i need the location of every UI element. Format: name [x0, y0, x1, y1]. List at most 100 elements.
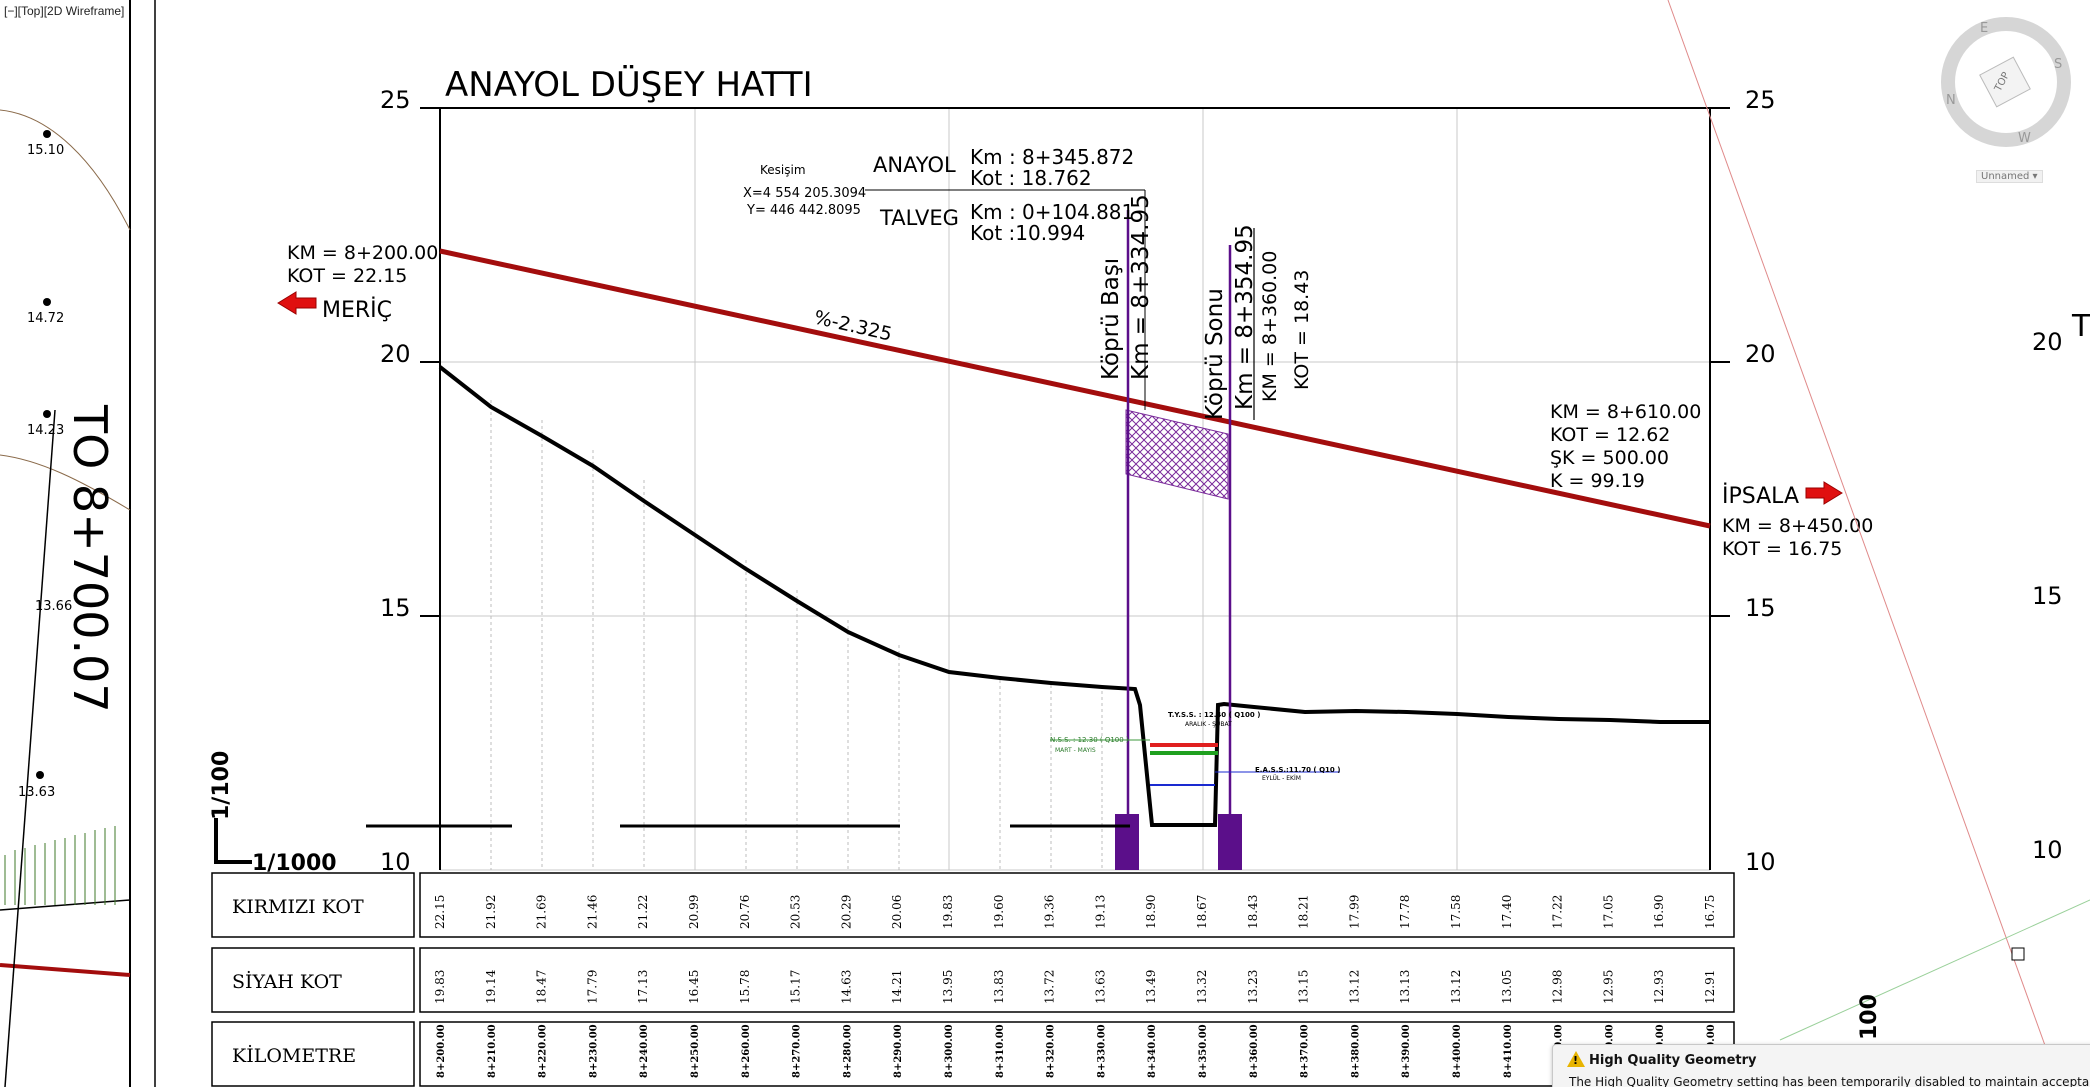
road-edge — [4, 409, 56, 1087]
point-elevation: 15.10 — [27, 143, 64, 158]
direction-label-left: MERİÇ — [322, 297, 392, 323]
table-cell-siyah: 12.91 — [1703, 970, 1717, 1004]
table-cell-kirmizi: 17.22 — [1551, 895, 1565, 929]
bridge-hatch — [1125, 409, 1229, 500]
table-cell-siyah: 13.95 — [941, 970, 955, 1004]
table-cell-kilometre: 8+220.00 — [538, 1024, 549, 1078]
axis-tick-label: 15 — [1745, 594, 1776, 622]
survey-point: 14.72 — [27, 298, 64, 326]
table-cell-kirmizi: 17.58 — [1449, 895, 1463, 929]
table-cell-siyah: 19.83 — [433, 970, 447, 1004]
table-cell-kilometre: 8+340.00 — [1147, 1024, 1158, 1078]
road-line — [0, 963, 131, 977]
viewcube-face[interactable] — [1979, 56, 2031, 108]
table-cell-siyah: 15.17 — [789, 970, 803, 1004]
data-table: KIRMIZI KOT SİYAH KOT KİLOMETRE 22.15 19.… — [211, 872, 1735, 1087]
table-cell-siyah: 13.15 — [1297, 970, 1311, 1004]
profile-frame — [420, 107, 1730, 870]
partial-label: T — [2071, 309, 2090, 344]
table-cell-kirmizi: 18.67 — [1195, 895, 1209, 929]
table-values-cell — [419, 872, 1735, 938]
table-cell-siyah: 15.78 — [738, 970, 752, 1004]
table-cell-kilometre: 8+300.00 — [944, 1024, 955, 1078]
notification-title: High Quality Geometry — [1589, 1053, 1757, 1068]
table-cell-kilometre: 8+230.00 — [588, 1024, 599, 1078]
table-cell-kilometre: 8+320.00 — [1046, 1024, 1057, 1078]
axis-tick-label: 10 — [380, 848, 411, 876]
right-axis: 25 20 15 10 — [1745, 86, 1776, 876]
water-level-sublabel: MART - MAYIS — [1055, 747, 1096, 754]
table-cell-siyah: 13.13 — [1398, 970, 1412, 1004]
table-cell-kirmizi: 18.21 — [1297, 895, 1311, 929]
contour-line — [0, 109, 131, 231]
grip-point[interactable] — [2011, 947, 2025, 961]
table-cell-kirmizi: 20.29 — [839, 895, 853, 929]
direction-label-right: İPSALA — [1722, 483, 1799, 509]
row-label-kilometre: KİLOMETRE — [232, 1044, 356, 1067]
point-elevation: 13.66 — [35, 599, 72, 614]
table-cell-siyah: 12.98 — [1551, 970, 1565, 1004]
vertical-scale: 1/100 — [209, 751, 234, 820]
scale-indicator: 1/100 1/1000 — [209, 751, 337, 876]
boundary-line — [1779, 899, 2090, 1041]
table-cell-kilometre: 8+260.00 — [741, 1024, 752, 1078]
table-cell-kirmizi: 17.78 — [1398, 895, 1412, 929]
curve-kot: KOT = 12.62 — [1550, 424, 1670, 446]
axis-tick-label: 10 — [2032, 836, 2063, 864]
table-cell-kilometre: 8+330.00 — [1096, 1024, 1107, 1078]
axis-tick-label: 10 — [1745, 848, 1776, 876]
table-cell-siyah: 12.95 — [1601, 970, 1615, 1004]
table-cell-kirmizi: 19.36 — [1043, 895, 1057, 929]
table-cell-kirmizi: 19.60 — [992, 895, 1006, 929]
table-cell-kirmizi: 18.43 — [1246, 895, 1260, 929]
table-cell-kirmizi: 20.53 — [789, 895, 803, 929]
start-km: KM = 8+200.00 — [287, 242, 438, 264]
axis-tick-label: 15 — [2032, 582, 2063, 610]
table-cell-kirmizi: 21.46 — [585, 895, 599, 929]
grade-line — [439, 248, 1711, 529]
table-cell-kilometre: 8+360.00 — [1249, 1024, 1260, 1078]
survey-point: 14.23 — [27, 410, 64, 438]
viewcube-named-views[interactable]: Unnamed ▾ — [1976, 170, 2043, 183]
survey-point: 13.66 — [35, 599, 72, 614]
table-cell-kilometre: 8+310.00 — [995, 1024, 1006, 1078]
table-cell-kilometre: 8+370.00 — [1300, 1024, 1311, 1078]
viewport-controls[interactable]: [−][Top][2D Wireframe] — [4, 4, 125, 18]
notification-balloon[interactable]: High Quality Geometry The High Quality G… — [1552, 1044, 2090, 1087]
table-cell-siyah: 13.49 — [1144, 970, 1158, 1004]
table-cell-siyah: 13.63 — [1093, 970, 1107, 1004]
table-cell-kilometre: 8+240.00 — [639, 1024, 650, 1078]
anayol-km: Km : 8+345.872 — [970, 145, 1134, 169]
table-values-cell — [419, 947, 1735, 1013]
station-km: KM = 8+360.00 — [1259, 251, 1281, 402]
table-cell-siyah: 13.83 — [992, 970, 1006, 1004]
talveg-kot: Kot :10.994 — [970, 221, 1085, 245]
row-label-kirmizi: KIRMIZI KOT — [232, 896, 364, 918]
intersection-block: Kesişim X=4 554 205.3094 Y= 446 442.8095… — [743, 145, 1146, 410]
warning-icon — [1567, 1051, 1585, 1067]
vegetation-hatch — [4, 826, 116, 905]
table-cell-siyah: 13.12 — [1347, 970, 1361, 1004]
curve-info: KM = 8+610.00 KOT = 12.62 ŞK = 500.00 K … — [1550, 401, 1701, 492]
anayol-label: ANAYOL — [873, 153, 956, 177]
table-cell-kilometre: 8+390.00 — [1401, 1024, 1412, 1078]
point-elevation: 13.63 — [18, 785, 55, 800]
table-columns: 22.15 19.83 8+200.00 21.92 19.14 8+210.00 21.6… — [433, 895, 1717, 1078]
table-cell-kirmizi: 19.83 — [941, 895, 955, 929]
left-axis: 25 20 15 10 — [380, 86, 411, 876]
contour-line — [0, 454, 131, 511]
table-cell-kilometre: 8+210.00 — [487, 1024, 498, 1078]
table-cell-kirmizi: 20.99 — [687, 895, 701, 929]
axis-tick-label: 25 — [380, 86, 411, 114]
end-point: İPSALA KM = 8+450.00 KOT = 16.75 — [1722, 481, 1873, 560]
ground-profile — [438, 365, 1710, 827]
table-cell-kilometre: 8+270.00 — [792, 1024, 803, 1078]
end-kot: KOT = 16.75 — [1722, 538, 1842, 560]
viewcube-compass-ring[interactable] — [1941, 17, 2071, 147]
table-cell-siyah: 13.32 — [1195, 970, 1209, 1004]
table-cell-kilometre: 8+200.00 — [436, 1024, 447, 1078]
table-cell-siyah: 18.47 — [535, 970, 549, 1004]
viewcube[interactable]: TOP E S W N — [1941, 17, 2071, 147]
intersection-label: Kesişim — [760, 163, 806, 177]
